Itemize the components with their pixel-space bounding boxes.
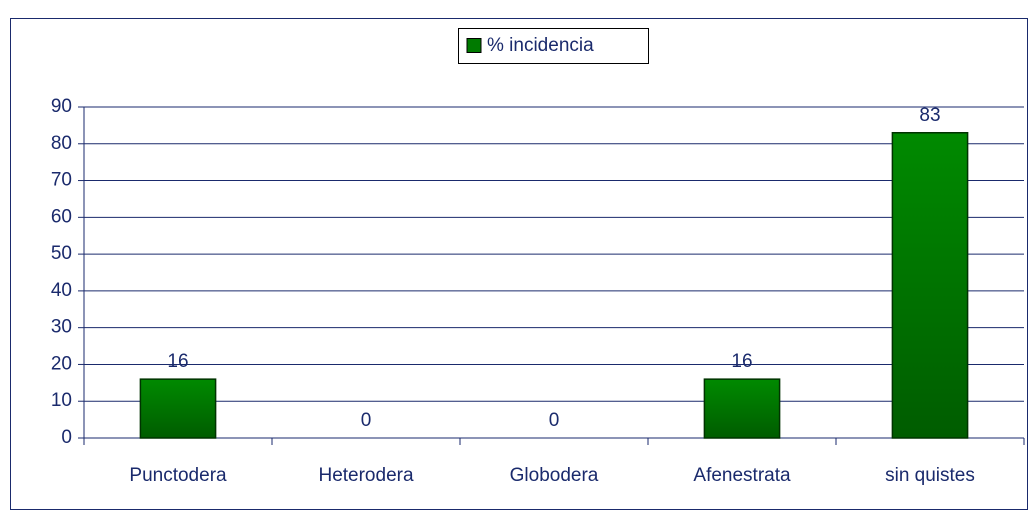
data-label: 0 — [549, 410, 560, 431]
data-label: 83 — [919, 105, 940, 126]
legend — [458, 28, 649, 64]
y-tick-label: 70 — [51, 170, 72, 191]
y-tick-label: 30 — [51, 317, 72, 338]
y-tick-label: 90 — [51, 96, 72, 117]
bar — [891, 131, 969, 439]
legend-box — [458, 28, 649, 64]
x-tick-label: sin quistes — [885, 465, 975, 486]
data-label: 16 — [731, 351, 752, 372]
legend-label: % incidencia — [487, 35, 594, 56]
bar — [139, 378, 217, 439]
y-tick-label: 0 — [61, 427, 72, 448]
data-label: 16 — [167, 351, 188, 372]
y-tick-label: 10 — [51, 390, 72, 411]
y-tick-label: 40 — [51, 280, 72, 301]
data-label: 0 — [361, 410, 372, 431]
x-tick-label: Punctodera — [129, 465, 227, 486]
y-tick-label: 80 — [51, 133, 72, 154]
x-tick-label: Heterodera — [318, 465, 413, 486]
legend-swatch — [466, 38, 482, 53]
y-tick-label: 50 — [51, 243, 72, 264]
bar — [703, 378, 781, 439]
y-tick-label: 60 — [51, 206, 72, 227]
x-tick-label: Globodera — [510, 465, 599, 486]
y-tick-label: 20 — [51, 353, 72, 374]
x-tick-label: Afenestrata — [693, 465, 791, 486]
